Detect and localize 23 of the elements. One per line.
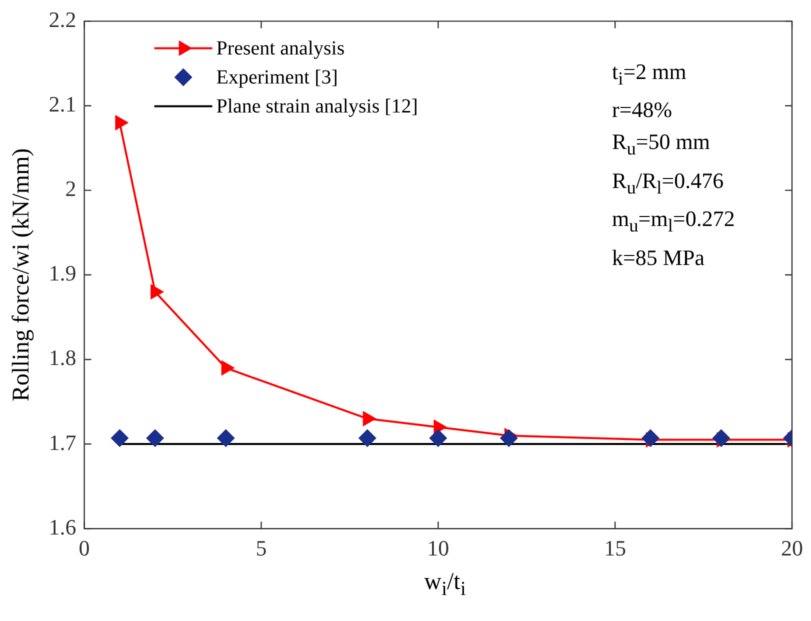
annotation: k=85 MPa <box>612 244 706 272</box>
y-tick-label: 1.8 <box>48 345 76 370</box>
x-tick-label: 20 <box>781 536 803 561</box>
y-tick-label: 1.6 <box>48 514 76 540</box>
y-tick-label: 2.1 <box>48 92 76 117</box>
y-axis-title: Rolling force/wi (kN/mm) <box>8 148 35 402</box>
y-tick-label: 1.9 <box>48 260 76 286</box>
y-tick-label: 1.7 <box>48 430 76 455</box>
annotation: m$_{u}$=m$_{l}$=0.272 <box>612 205 735 238</box>
x-tick-label: 5 <box>256 536 267 561</box>
annotation: R$_{u}$/R$_{l}$=0.476 <box>612 166 725 200</box>
legend-label: Plane strain analysis [12] <box>216 95 418 118</box>
annotation: r=48% <box>612 96 674 124</box>
x-tick-label: 10 <box>427 536 450 561</box>
legend-label: Experiment [3] <box>216 66 338 88</box>
x-tick-label: 0 <box>78 536 90 561</box>
y-tick-label: 2.2 <box>48 6 76 32</box>
annotation: t$_{i}$=2 mm <box>612 58 688 90</box>
annotation: R$_{u}$=50 mm <box>612 128 711 161</box>
x-axis-title: w$_{i}$/t$_{i}$ <box>423 568 467 602</box>
legend-label: Present analysis <box>216 37 345 60</box>
y-tick-label: 2 <box>65 176 76 202</box>
x-tick-label: 15 <box>604 536 626 561</box>
